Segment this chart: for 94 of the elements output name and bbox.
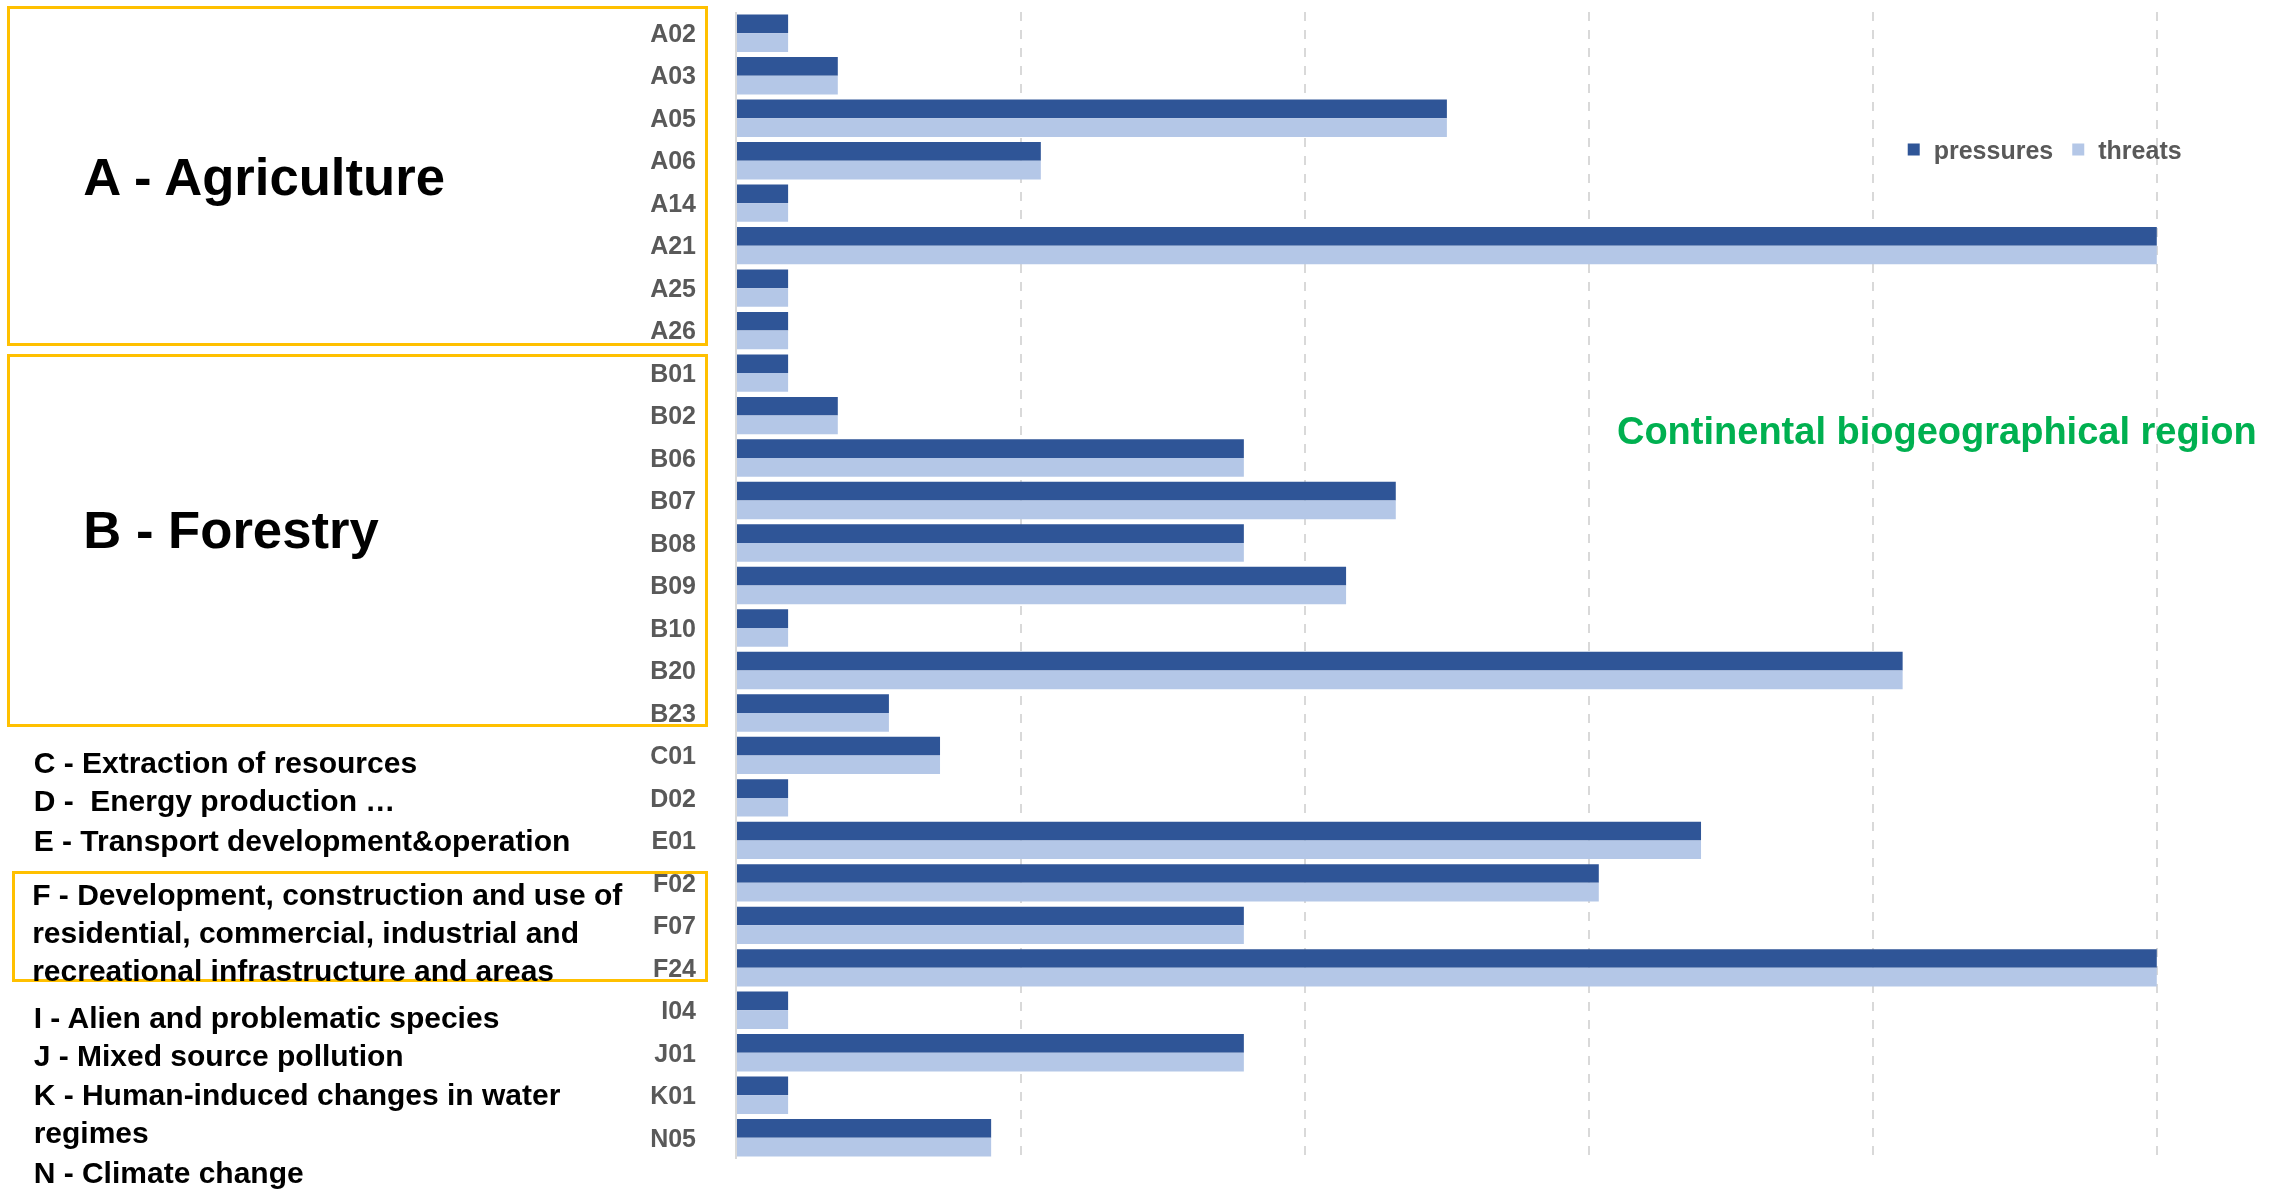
- legend-label: pressures: [1933, 136, 2054, 165]
- bar: [737, 269, 789, 289]
- bar: [737, 1137, 992, 1157]
- bar: [737, 311, 789, 331]
- y-tick-label: D02: [650, 783, 696, 812]
- bar: [737, 33, 789, 52]
- text: I - Alien and problematic species: [33, 999, 500, 1036]
- bar: [737, 226, 2157, 246]
- y-tick-label: K01: [650, 1081, 697, 1110]
- y-tick-label: E01: [651, 826, 697, 855]
- bar: [737, 543, 1244, 562]
- y-tick-label: B20: [650, 656, 696, 685]
- y-tick-label: J01: [654, 1038, 697, 1067]
- bar: [737, 991, 789, 1011]
- text: K - Human-induced changes in water regimes: [33, 1077, 562, 1152]
- bar: [737, 1010, 789, 1030]
- bar: [737, 203, 789, 222]
- bar: [737, 330, 789, 350]
- bar: [737, 736, 941, 756]
- bar: [737, 949, 2157, 968]
- y-tick-label: B02: [650, 401, 696, 430]
- bar: [737, 245, 2157, 265]
- text: D - Energy production …: [33, 783, 396, 820]
- bar: [737, 1076, 789, 1096]
- bar: [737, 288, 789, 307]
- bar: [737, 500, 1396, 520]
- text: C - Extraction of resources: [33, 745, 418, 782]
- bar: [737, 670, 1903, 690]
- text: J - Mixed source pollution: [33, 1037, 404, 1074]
- bar: [737, 864, 1599, 883]
- bar: [737, 906, 1244, 926]
- bar: [737, 1052, 1244, 1072]
- bar: [737, 118, 1447, 137]
- bar: [737, 712, 889, 732]
- legend-label: threats: [2098, 136, 2182, 165]
- bar: [737, 585, 1347, 605]
- y-tick-label: A25: [650, 273, 697, 302]
- bar: [737, 160, 1041, 180]
- bar: [737, 840, 1702, 860]
- y-tick-label: F24: [652, 953, 697, 982]
- y-tick-label: A06: [650, 146, 696, 175]
- bar: [737, 99, 1447, 119]
- bar: [737, 354, 789, 374]
- bar: [737, 141, 1041, 161]
- bar: [737, 415, 838, 435]
- bar: [737, 651, 1903, 671]
- bar: [737, 566, 1347, 586]
- bar: [737, 821, 1702, 841]
- text: A - Agriculture: [83, 146, 445, 209]
- text: N - Climate change: [33, 1154, 304, 1189]
- y-tick-label: A14: [650, 188, 697, 217]
- bar: [737, 797, 789, 817]
- bar: [737, 57, 838, 76]
- bar: [737, 396, 838, 416]
- y-tick-label: B01: [650, 358, 697, 387]
- bar: [737, 694, 889, 713]
- bar: [737, 184, 789, 204]
- y-tick-label: I04: [661, 996, 697, 1025]
- annotation: Continental biogeographical region: [1616, 409, 2257, 455]
- y-tick-label: F07: [652, 911, 696, 940]
- bar: [737, 925, 1244, 945]
- bar: [737, 458, 1244, 477]
- y-tick-label: N05: [650, 1123, 697, 1152]
- bar: [737, 1034, 1244, 1053]
- y-tick-label: B10: [650, 613, 696, 642]
- y-tick-label: B09: [650, 571, 696, 600]
- bar: [737, 1095, 789, 1114]
- y-tick-label: A26: [650, 316, 696, 345]
- y-tick-label: A05: [650, 103, 697, 132]
- bar: [737, 882, 1599, 902]
- y-tick-label: B23: [650, 698, 696, 727]
- y-tick-label: B08: [650, 528, 697, 557]
- bar: [737, 75, 838, 95]
- y-tick-label: B06: [650, 443, 696, 472]
- bar: [737, 779, 789, 798]
- bar: [737, 373, 789, 392]
- y-tick-label: B07: [650, 486, 696, 515]
- bar: [737, 439, 1244, 459]
- bar: [737, 609, 789, 628]
- y-tick-label: F02: [652, 868, 696, 897]
- y-tick-label: A21: [650, 231, 697, 260]
- bar: [737, 524, 1244, 544]
- y-tick-label: C01: [650, 741, 697, 770]
- bar: [737, 14, 789, 34]
- bar: [737, 755, 941, 775]
- y-tick-label: A02: [650, 18, 696, 47]
- bar: [737, 1119, 992, 1138]
- y-tick-label: A03: [650, 61, 696, 90]
- bar: [737, 481, 1396, 501]
- bar: [737, 967, 2157, 987]
- text: B - Forestry: [83, 498, 379, 561]
- bar: [737, 627, 789, 647]
- text: E - Transport development&operation: [33, 822, 571, 859]
- text: F - Development, construction and use of residential, commercial, industrial and recreational infrastructure and areas: [32, 877, 623, 987]
